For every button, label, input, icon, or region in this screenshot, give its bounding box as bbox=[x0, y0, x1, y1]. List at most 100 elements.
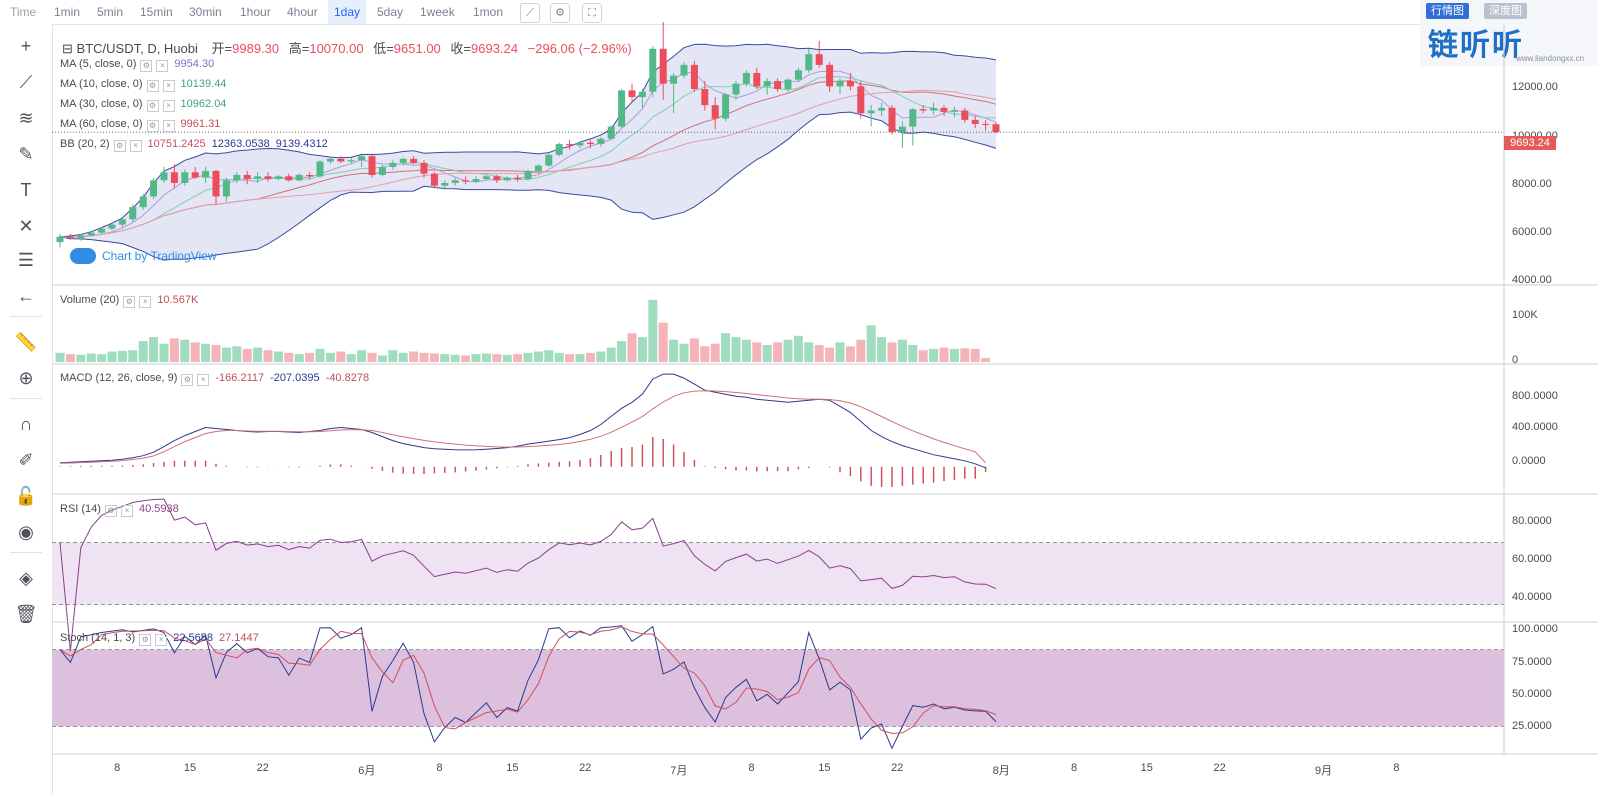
volume-bar bbox=[409, 351, 419, 362]
band-fills bbox=[52, 44, 1504, 727]
close-icon[interactable]: × bbox=[155, 634, 168, 646]
volume-bar bbox=[149, 337, 159, 362]
time-tick-label: 15 bbox=[183, 762, 197, 774]
settings-icon[interactable]: ⚙ bbox=[140, 60, 153, 72]
volume-bar bbox=[346, 354, 356, 362]
volume-bar bbox=[741, 339, 751, 362]
candle bbox=[358, 154, 366, 167]
pattern-icon[interactable]: ✕ bbox=[18, 216, 34, 236]
candle-body bbox=[545, 154, 553, 166]
close-icon[interactable]: × bbox=[197, 374, 210, 386]
volume-bar bbox=[169, 338, 179, 362]
interval-1mon[interactable]: 1mon bbox=[473, 5, 504, 19]
candle-body bbox=[742, 72, 750, 84]
settings-icon[interactable]: ⚙ bbox=[139, 634, 152, 646]
close-icon[interactable]: × bbox=[129, 140, 142, 152]
fullscreen-icon[interactable]: ⛶ bbox=[582, 3, 602, 23]
interval-1week[interactable]: 1week bbox=[420, 5, 455, 19]
close-icon[interactable]: × bbox=[162, 80, 175, 92]
ma30-legend: MA (30, close, 0) ⚙ × 10962.04 bbox=[60, 98, 226, 112]
bb-upper-line bbox=[59, 43, 997, 238]
chart-style-icon[interactable]: ⟋ bbox=[520, 3, 540, 23]
candle bbox=[888, 105, 896, 135]
trash-icon[interactable]: 🗑 bbox=[14, 604, 38, 624]
volume-bar bbox=[253, 347, 263, 362]
trend-line-icon[interactable]: ⟋ bbox=[19, 72, 33, 92]
candle-body bbox=[170, 172, 178, 183]
candle bbox=[774, 78, 782, 92]
candle-body bbox=[888, 107, 896, 132]
interval-1hour[interactable]: 1hour bbox=[240, 5, 271, 19]
candle bbox=[815, 40, 823, 68]
candle-body bbox=[212, 170, 220, 197]
time-tick-label: 15 bbox=[1140, 762, 1153, 774]
bb-basis-value: 10751.2425 bbox=[147, 138, 206, 150]
candle-body bbox=[909, 109, 917, 127]
zoom-in-icon[interactable]: ⊕ bbox=[18, 368, 34, 388]
ruler-icon[interactable]: 📏 bbox=[14, 332, 38, 352]
settings-icon[interactable]: ⚙ bbox=[550, 3, 570, 23]
candle bbox=[784, 78, 792, 92]
candle-body bbox=[753, 72, 761, 87]
fib-icon[interactable]: ≋ bbox=[18, 108, 34, 128]
close-icon[interactable]: × bbox=[162, 120, 175, 132]
interval-1day[interactable]: 1day bbox=[328, 0, 367, 24]
close-icon[interactable]: × bbox=[120, 505, 133, 517]
settings-icon[interactable]: ⚙ bbox=[146, 80, 159, 92]
volume-bar bbox=[336, 351, 346, 362]
settings-icon[interactable]: ⚙ bbox=[123, 296, 136, 308]
candle-body bbox=[243, 174, 251, 179]
interval-30min[interactable]: 30min bbox=[189, 5, 222, 19]
candle bbox=[87, 231, 95, 237]
candle bbox=[389, 160, 397, 170]
back-arrow-icon[interactable]: ← bbox=[17, 286, 35, 306]
settings-icon[interactable]: ⚙ bbox=[146, 120, 159, 132]
volume-bar bbox=[887, 342, 897, 362]
magnet-icon[interactable]: ∩ bbox=[19, 414, 33, 434]
eye-icon[interactable]: ◉ bbox=[18, 522, 34, 542]
brush-icon[interactable]: ✎ bbox=[18, 144, 34, 164]
interval-5min[interactable]: 5min bbox=[97, 5, 124, 19]
settings-icon[interactable]: ⚙ bbox=[113, 140, 126, 152]
volume-bar bbox=[960, 348, 970, 362]
candle bbox=[98, 227, 106, 234]
collapse-icon[interactable]: ⊟ bbox=[62, 41, 73, 56]
candle bbox=[233, 172, 241, 183]
close-icon[interactable]: × bbox=[156, 60, 169, 72]
stoch-tick: 100.0000 bbox=[1512, 623, 1558, 635]
layers-icon[interactable]: ◈ bbox=[19, 568, 33, 588]
candle bbox=[545, 153, 553, 167]
close-icon[interactable]: × bbox=[162, 100, 175, 112]
interval-1min[interactable]: 1min bbox=[54, 5, 81, 19]
prediction-icon[interactable]: ☰ bbox=[17, 250, 35, 270]
volume-bar bbox=[86, 353, 96, 362]
settings-icon[interactable]: ⚙ bbox=[181, 374, 194, 386]
lock-drawing-icon[interactable]: ✐ bbox=[18, 450, 34, 470]
volume-bar bbox=[502, 354, 512, 362]
tab-market-chart[interactable]: 行情图 bbox=[1426, 3, 1469, 19]
volume-bar bbox=[554, 352, 564, 362]
volume-bar bbox=[793, 335, 803, 362]
candle-body bbox=[160, 172, 168, 181]
candle bbox=[56, 234, 64, 248]
text-tool-icon[interactable]: T bbox=[20, 180, 32, 200]
volume-bar bbox=[585, 352, 595, 362]
volume-bar bbox=[533, 351, 543, 362]
main-legend: ⊟ BTC/USDT, D, Huobi 开=9989.30 高=10070.0… bbox=[62, 38, 632, 57]
settings-icon[interactable]: ⚙ bbox=[146, 100, 159, 112]
macd-label: MACD (12, 26, close, 9) bbox=[60, 372, 178, 384]
close-icon[interactable]: × bbox=[139, 296, 152, 308]
candle-body bbox=[295, 174, 303, 181]
unlock-icon[interactable]: 🔓 bbox=[14, 486, 38, 506]
interval-4hour[interactable]: 4hour bbox=[287, 5, 318, 19]
ma60-label: MA (60, close, 0) bbox=[60, 118, 143, 130]
volume-bar bbox=[55, 352, 65, 362]
candle bbox=[930, 102, 938, 115]
settings-icon[interactable]: ⚙ bbox=[104, 505, 117, 517]
candle-body bbox=[222, 180, 230, 197]
interval-15min[interactable]: 15min bbox=[140, 5, 173, 19]
tab-depth-chart[interactable]: 深度图 bbox=[1484, 3, 1527, 19]
crosshair-icon[interactable]: + bbox=[20, 36, 32, 56]
interval-5day[interactable]: 5day bbox=[377, 5, 404, 19]
